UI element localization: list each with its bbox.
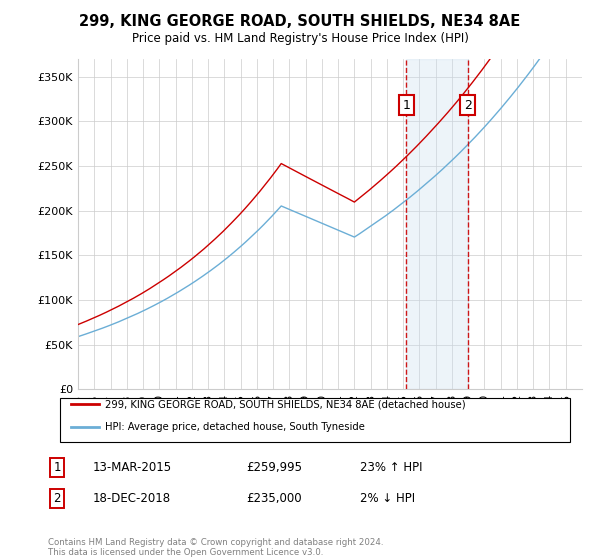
Text: 2: 2 <box>464 99 472 112</box>
Text: 1: 1 <box>53 461 61 474</box>
Text: 2: 2 <box>53 492 61 505</box>
Text: 299, KING GEORGE ROAD, SOUTH SHIELDS, NE34 8AE (detached house): 299, KING GEORGE ROAD, SOUTH SHIELDS, NE… <box>105 399 466 409</box>
Text: HPI: Average price, detached house, South Tyneside: HPI: Average price, detached house, Sout… <box>105 422 365 432</box>
Text: 299, KING GEORGE ROAD, SOUTH SHIELDS, NE34 8AE: 299, KING GEORGE ROAD, SOUTH SHIELDS, NE… <box>79 14 521 29</box>
Text: 23% ↑ HPI: 23% ↑ HPI <box>360 461 422 474</box>
Text: £259,995: £259,995 <box>246 461 302 474</box>
Bar <box>406 59 468 389</box>
Text: 18-DEC-2018: 18-DEC-2018 <box>93 492 171 505</box>
Text: 13-MAR-2015: 13-MAR-2015 <box>93 461 172 474</box>
Text: 1: 1 <box>403 99 410 112</box>
Text: £235,000: £235,000 <box>246 492 302 505</box>
Text: 2% ↓ HPI: 2% ↓ HPI <box>360 492 415 505</box>
Text: Contains HM Land Registry data © Crown copyright and database right 2024.
This d: Contains HM Land Registry data © Crown c… <box>48 538 383 557</box>
Text: Price paid vs. HM Land Registry's House Price Index (HPI): Price paid vs. HM Land Registry's House … <box>131 32 469 45</box>
